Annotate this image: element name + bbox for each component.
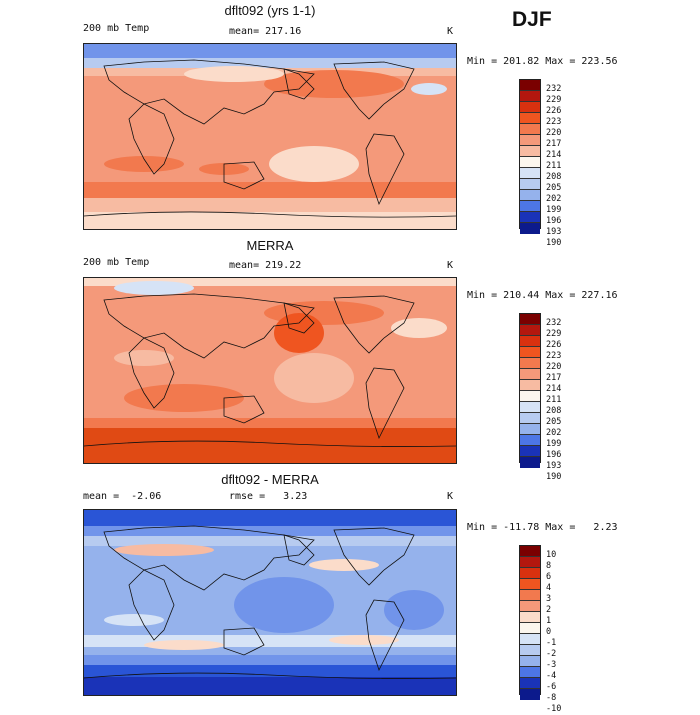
panel-title: dflt092 - MERRA [221,472,319,487]
panel-minmax: Min = 201.82 Max = 223.56 [467,56,618,67]
map-difference [83,509,457,696]
colorbar-temperature [519,313,541,468]
panel-title: MERRA [246,238,294,253]
season-label: DJF [512,8,552,31]
panel-minmax: Min = 210.44 Max = 227.16 [467,290,618,301]
panel-units: K [447,26,454,37]
panel-rmse-label: rmse = 3.23 [229,491,308,502]
panel-left-label: mean = -2.06 [83,491,162,502]
colorbar-labels: 232 229 226 223 220 217 214 211 208 205 202 199 196 1… [546,84,562,248]
colorbar-difference [519,545,541,700]
panel-mean-label: mean= 217.16 [229,26,302,37]
panel-mean-label: mean= 219.22 [229,260,302,271]
panel-left-label: 200 mb Temp [83,257,150,268]
panel-title: dflt092 (yrs 1-1) [224,3,316,18]
colorbar-labels: 10 8 6 4 3 2 1 0 -1 -2 -3 -4 -6 -8 -10 [546,550,562,714]
colorbar-temperature [519,79,541,234]
panel-minmax: Min = -11.78 Max = 2.23 [467,522,618,533]
panel-units: K [447,491,454,502]
map-merra-temperature [83,277,457,464]
panel-left-label: 200 mb Temp [83,23,150,34]
map-model-temperature [83,43,457,230]
colorbar-labels: 232 229 226 223 220 217 214 211 208 205 202 199 196 1… [546,318,562,482]
panel-units: K [447,260,454,271]
